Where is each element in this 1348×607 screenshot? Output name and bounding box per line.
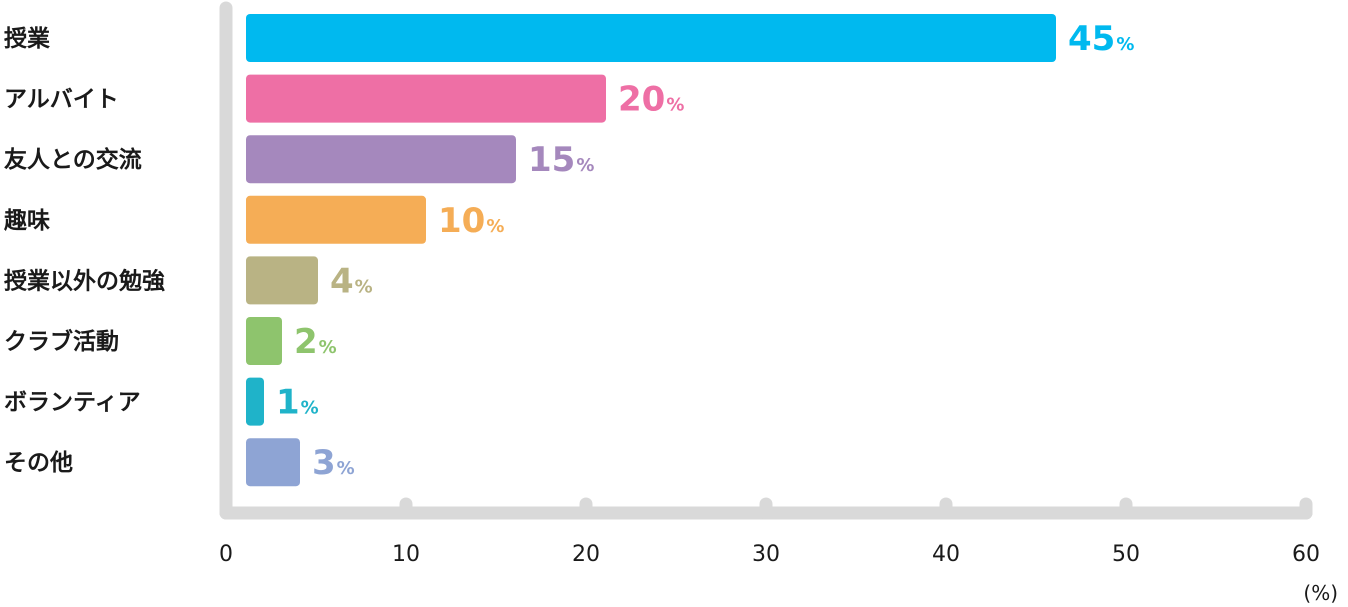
value-label: 45% [1068, 19, 1134, 59]
value-label: 15% [528, 140, 594, 180]
bar [246, 256, 318, 305]
value-label: 2% [294, 322, 337, 362]
value-label: 20% [618, 80, 684, 120]
bar [246, 135, 516, 184]
category-label: 授業 [4, 25, 51, 52]
bar [246, 438, 300, 487]
x-tick-label: 60 [1292, 542, 1320, 567]
category-label: アルバイト [4, 87, 119, 113]
x-tick-label: 20 [572, 542, 600, 567]
value-label: 10% [438, 201, 504, 241]
x-tick-label: 30 [752, 542, 780, 567]
value-label: 4% [330, 261, 373, 301]
x-tick-labels: 0 10 20 30 40 50 60 [219, 542, 1320, 567]
value-label: 1% [276, 383, 319, 423]
x-unit-label: (%) [1303, 581, 1338, 605]
x-tick-label: 10 [392, 542, 420, 567]
x-tick-label: 0 [219, 542, 233, 567]
x-tick-label: 50 [1112, 542, 1140, 567]
category-label: クラブ活動 [4, 328, 119, 355]
category-label: その他 [4, 450, 73, 476]
bar [246, 14, 1056, 62]
x-tick-label: 40 [932, 542, 960, 567]
bar [246, 377, 264, 426]
bar [246, 317, 282, 365]
category-label: ボランティア [4, 390, 141, 416]
value-labels: 45% 20% 15% 10% 4% 2% 1% 3% [276, 19, 1134, 483]
bar [246, 195, 426, 244]
value-label: 3% [312, 443, 355, 483]
category-label: 趣味 [3, 208, 50, 234]
category-label: 授業以外の勉強 [4, 267, 165, 294]
axis-layer [219, 1, 1313, 520]
category-label: 友人との交流 [4, 146, 142, 173]
bar [246, 74, 606, 123]
bars-layer [246, 14, 1056, 487]
